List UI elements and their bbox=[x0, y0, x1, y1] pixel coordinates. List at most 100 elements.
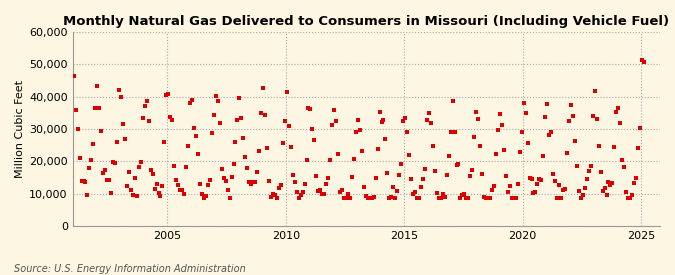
Point bbox=[321, 182, 331, 186]
Point bbox=[163, 92, 173, 97]
Point bbox=[331, 119, 342, 123]
Point bbox=[119, 136, 130, 141]
Point bbox=[502, 190, 513, 194]
Point bbox=[343, 192, 354, 196]
Point bbox=[202, 183, 213, 187]
Point bbox=[615, 120, 626, 125]
Point bbox=[546, 129, 557, 134]
Y-axis label: Million Cubic Feet: Million Cubic Feet bbox=[15, 80, 25, 178]
Point bbox=[149, 186, 160, 191]
Point bbox=[198, 196, 209, 200]
Point bbox=[104, 178, 115, 182]
Point bbox=[86, 157, 97, 162]
Point bbox=[213, 99, 223, 103]
Point bbox=[339, 196, 350, 201]
Point bbox=[273, 186, 284, 190]
Point bbox=[82, 192, 93, 197]
Point bbox=[491, 152, 502, 156]
Point bbox=[554, 183, 564, 187]
Point bbox=[566, 102, 576, 107]
Point bbox=[344, 196, 355, 200]
Point bbox=[72, 126, 83, 131]
Point bbox=[637, 58, 647, 62]
Point bbox=[126, 188, 136, 193]
Point bbox=[356, 148, 367, 153]
Point bbox=[335, 190, 346, 194]
Point bbox=[242, 166, 252, 170]
Point bbox=[238, 136, 249, 140]
Point bbox=[187, 97, 198, 102]
Point bbox=[260, 113, 271, 118]
Point bbox=[205, 178, 215, 183]
Point bbox=[311, 174, 322, 178]
Point bbox=[487, 188, 497, 192]
Point bbox=[256, 111, 267, 116]
Point bbox=[286, 145, 296, 150]
Point bbox=[130, 176, 140, 181]
Point bbox=[386, 194, 397, 199]
Point bbox=[510, 196, 521, 201]
Point bbox=[177, 187, 188, 192]
Point bbox=[493, 128, 504, 133]
Point bbox=[228, 161, 239, 166]
Point bbox=[500, 174, 511, 178]
Point bbox=[495, 112, 506, 117]
Point bbox=[528, 191, 539, 195]
Point bbox=[346, 174, 357, 179]
Point bbox=[74, 156, 85, 160]
Point bbox=[433, 196, 444, 201]
Point bbox=[441, 172, 452, 177]
Point bbox=[290, 180, 300, 184]
Point bbox=[542, 102, 553, 106]
Point bbox=[354, 128, 365, 132]
Point bbox=[378, 117, 389, 122]
Point bbox=[497, 123, 508, 128]
Point bbox=[265, 195, 276, 200]
Point bbox=[106, 191, 117, 195]
Point bbox=[627, 193, 638, 197]
Point bbox=[264, 179, 275, 183]
Point bbox=[467, 167, 478, 172]
Point bbox=[284, 124, 294, 128]
Point bbox=[297, 189, 308, 194]
Point bbox=[532, 182, 543, 186]
Point bbox=[157, 183, 168, 188]
Text: Source: U.S. Energy Information Administration: Source: U.S. Energy Information Administ… bbox=[14, 264, 245, 274]
Point bbox=[599, 186, 610, 191]
Point bbox=[88, 141, 99, 146]
Point bbox=[246, 182, 256, 186]
Point bbox=[463, 196, 474, 201]
Point bbox=[562, 151, 572, 155]
Point bbox=[613, 105, 624, 110]
Point bbox=[583, 169, 594, 173]
Point bbox=[472, 117, 483, 122]
Point bbox=[504, 184, 515, 188]
Point bbox=[634, 126, 645, 130]
Point bbox=[190, 134, 201, 138]
Point bbox=[68, 74, 79, 79]
Point bbox=[469, 134, 480, 139]
Point bbox=[526, 177, 537, 182]
Point bbox=[564, 119, 574, 123]
Point bbox=[384, 196, 395, 201]
Point bbox=[595, 169, 606, 174]
Point bbox=[390, 196, 401, 201]
Point bbox=[169, 164, 180, 168]
Point bbox=[530, 190, 541, 194]
Point bbox=[538, 154, 549, 158]
Point bbox=[574, 189, 585, 193]
Point bbox=[609, 144, 620, 149]
Point bbox=[153, 191, 164, 195]
Point bbox=[558, 187, 568, 192]
Point bbox=[388, 185, 399, 189]
Point bbox=[70, 108, 81, 112]
Point bbox=[376, 120, 387, 124]
Point bbox=[623, 196, 634, 201]
Point bbox=[137, 116, 148, 120]
Point bbox=[196, 192, 207, 197]
Point bbox=[400, 116, 410, 120]
Point bbox=[109, 161, 120, 166]
Point bbox=[100, 167, 111, 172]
Point bbox=[367, 196, 377, 201]
Point bbox=[408, 192, 418, 197]
